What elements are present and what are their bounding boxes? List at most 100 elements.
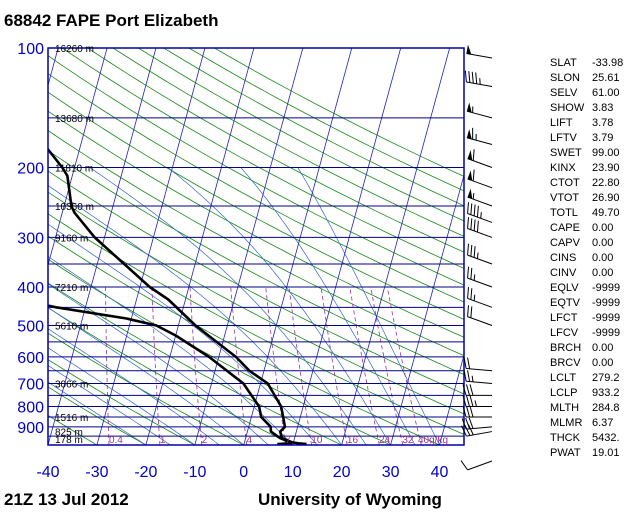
wind-barb-half-flag: [471, 375, 474, 382]
moist-adiabat: [48, 364, 171, 445]
pressure-tick-label: 500: [17, 318, 44, 335]
temperature-profile: [48, 147, 307, 445]
wind-barb-half-flag: [474, 400, 477, 407]
mixing-ratio-line: [386, 286, 422, 445]
isotherm: [243, 48, 353, 445]
isotherm: [439, 353, 464, 445]
mixing-ratio-line: [151, 286, 161, 445]
wind-barb-staff: [466, 81, 493, 87]
wind-barb-staff: [467, 316, 493, 326]
wind-barb-flag: [476, 220, 479, 233]
index-row: LCLT 279.2: [550, 371, 640, 386]
wind-barb-flag: [475, 72, 478, 84]
wind-barb-staff: [467, 297, 493, 308]
wind-barb-pennant: [466, 44, 472, 55]
isotherm: [48, 48, 157, 445]
wind-barb-flag: [468, 71, 471, 83]
index-name: TOTL: [550, 207, 578, 219]
mixing-ratio-label: 0.4: [109, 435, 123, 446]
index-row: LIFT 3.78: [550, 116, 640, 131]
index-value: 3.79: [592, 132, 614, 144]
wind-barb: [464, 70, 493, 87]
index-name: CTOT: [550, 177, 580, 189]
wind-barb-flag: [463, 369, 467, 382]
wind-barb-staff: [467, 196, 493, 207]
index-row: LCLP 933.2: [550, 386, 640, 401]
wind-barb: [467, 287, 493, 308]
mixing-ratio-label: 1: [160, 435, 166, 446]
height-label: 7210 m: [55, 283, 88, 294]
index-value: -9999: [592, 327, 621, 339]
wind-barb-flag: [467, 357, 471, 369]
wind-barb-pennant: [466, 102, 472, 113]
isotherm: [0, 48, 9, 445]
wind-barb-half-flag: [476, 252, 479, 259]
index-name: SELV: [550, 87, 578, 99]
index-row: EQLV -9999: [550, 281, 640, 296]
index-value: 5432.: [592, 432, 620, 444]
wind-barb: [467, 149, 493, 168]
wind-barb-flag: [467, 243, 470, 256]
wind-barb-flag: [461, 425, 467, 437]
index-row: BRCH 0.00: [550, 341, 640, 356]
wind-barb: [462, 384, 492, 396]
wind-barb: [463, 357, 493, 372]
mixing-ratio-line: [105, 286, 110, 445]
dry-adiabat: [48, 282, 342, 445]
wind-barb-flag: [472, 149, 475, 161]
index-value: -9999: [592, 282, 621, 294]
wind-barb-staff: [466, 137, 493, 145]
index-name: EQTV: [550, 297, 580, 309]
index-name: SWET: [550, 147, 582, 159]
index-row: CAPE 0.00: [550, 221, 640, 236]
station-indices-table: SLAT -33.98 SLON 25.61 SELV 61.00 SHOW 3.83 LIFT…: [550, 56, 640, 461]
pressure-tick-label: 200: [17, 161, 44, 178]
mixing-ratio-label: 24: [379, 435, 391, 446]
index-value: 0.00: [592, 342, 614, 354]
index-row: CINV 0.00: [550, 266, 640, 281]
moist-adiabat: [89, 167, 367, 445]
index-row: CTOT 22.80: [550, 176, 640, 191]
mixing-ratio-label: 40g/kg: [418, 435, 448, 446]
wind-barb-flag: [473, 246, 476, 258]
wind-barb-flag: [467, 217, 470, 229]
index-name: THCK: [550, 432, 580, 444]
wind-barb: [466, 127, 493, 145]
wind-barb-flag: [467, 424, 474, 436]
index-row: TOTL 49.70: [550, 206, 640, 221]
temperature-tick-label: -30: [85, 464, 108, 481]
wind-barb: [461, 417, 493, 430]
wind-barb-flag: [467, 370, 471, 382]
wind-barb-half-flag: [473, 294, 476, 301]
height-label: 1516 m: [55, 413, 88, 424]
index-value: -9999: [592, 297, 621, 309]
isotherm: [341, 48, 451, 445]
mixing-ratio-label: 10: [311, 435, 323, 446]
index-name: MLTH: [550, 402, 580, 414]
temperature-tick-label: -10: [183, 464, 206, 481]
wind-barb-flag: [463, 357, 467, 369]
wind-barb-staff: [466, 52, 493, 59]
index-value: 0.00: [592, 252, 614, 264]
wind-barb-flag: [466, 405, 470, 418]
isotherm: [292, 48, 402, 445]
moist-adiabat: [240, 167, 416, 445]
index-name: BRCH: [550, 342, 582, 354]
index-row: KINX 23.90: [550, 161, 640, 176]
index-row: BRCV 0.00: [550, 356, 640, 371]
moist-adiabat: [297, 167, 440, 445]
index-row: LFCV -9999: [550, 326, 640, 341]
wind-barb-flag: [472, 169, 475, 182]
height-label: 13680 m: [55, 114, 94, 125]
index-row: CAPV 0.00: [550, 236, 640, 251]
wind-barb-flag: [465, 417, 471, 429]
wind-barb-flag: [468, 417, 474, 429]
wind-barb-pennant: [467, 170, 473, 181]
index-row: SLON 25.61: [550, 71, 640, 86]
wind-barb-flag: [473, 219, 476, 231]
index-row: LFTV 3.79: [550, 131, 640, 146]
index-name: LFCT: [550, 312, 578, 324]
wind-barb-column: [460, 44, 493, 471]
index-value: 26.90: [592, 192, 620, 204]
